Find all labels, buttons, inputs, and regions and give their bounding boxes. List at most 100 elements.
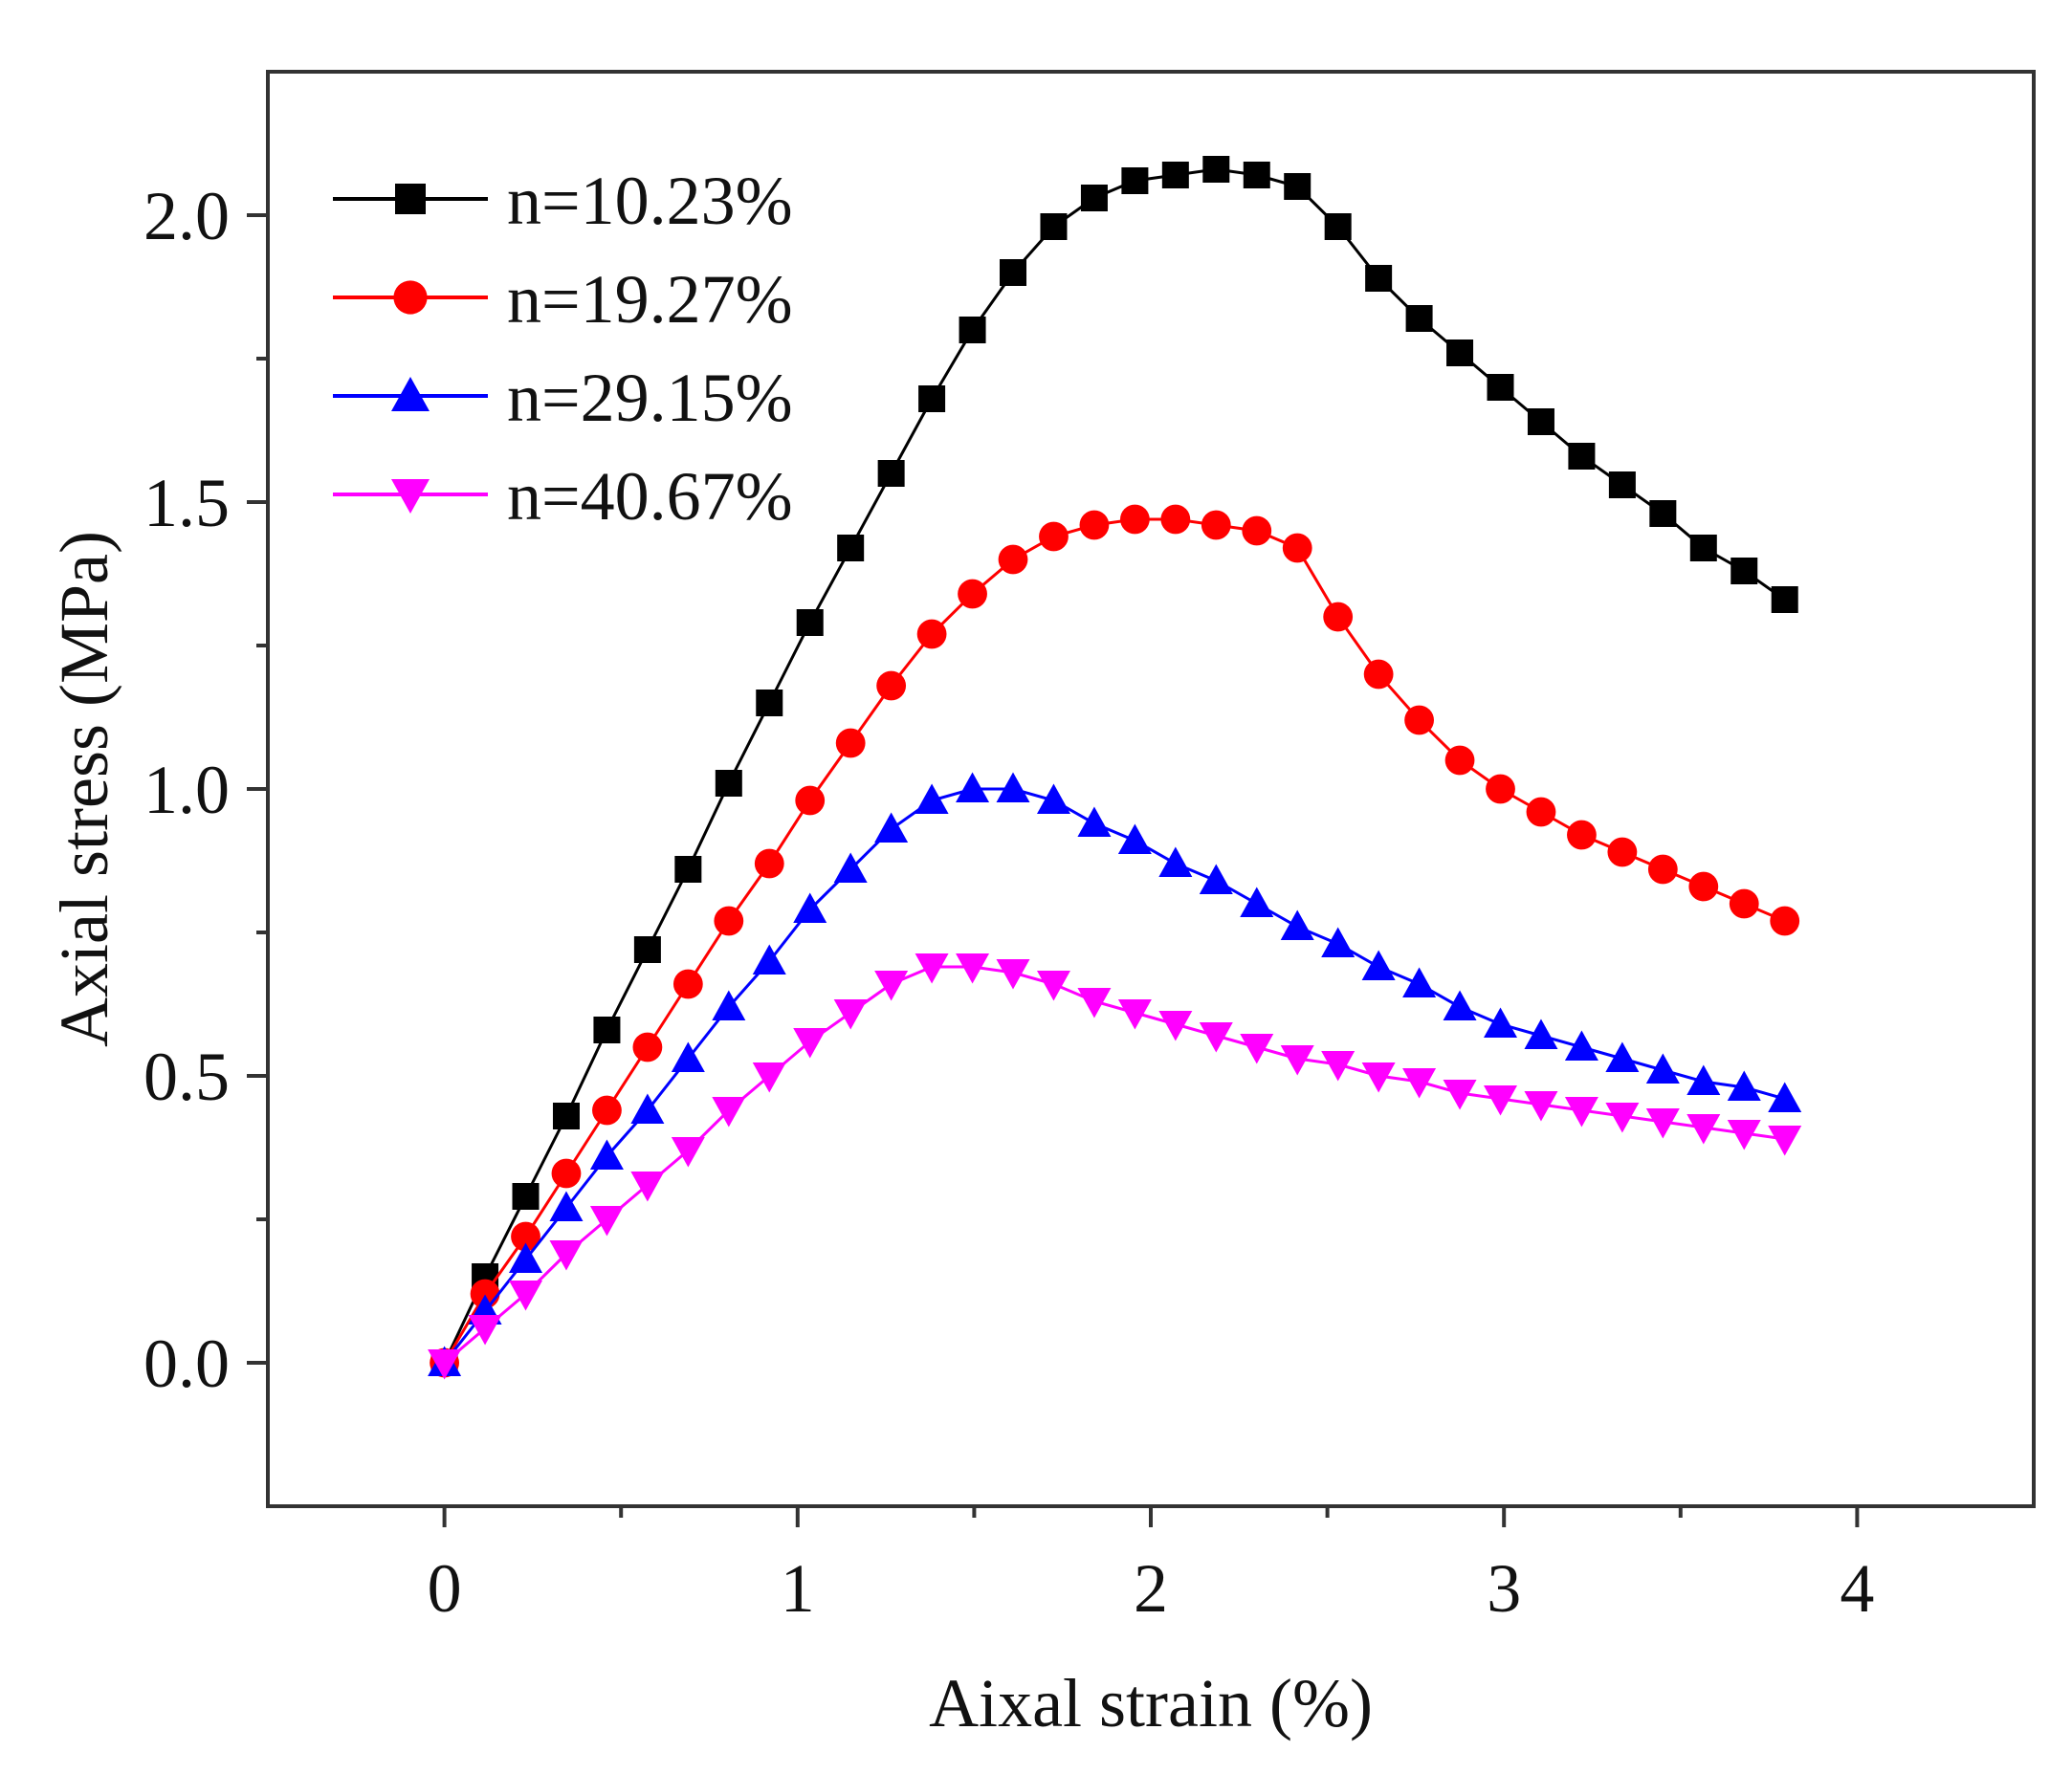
data-point-square [1121, 167, 1149, 194]
y-tick-label: 0.0 [143, 1325, 230, 1402]
data-point-circle [1770, 906, 1800, 936]
data-point-triangle-down [752, 1062, 786, 1093]
data-point-triangle-up [956, 772, 990, 802]
data-point-triangle-up [1686, 1064, 1721, 1095]
data-point-triangle-up [589, 1139, 624, 1170]
data-point-triangle-up [1361, 950, 1396, 980]
series-3 [428, 772, 1802, 1376]
data-point-triangle-down [1077, 988, 1112, 1018]
data-point-triangle-down [671, 1137, 705, 1168]
data-point-circle [393, 280, 428, 315]
data-point-triangle-up [1564, 1030, 1598, 1061]
data-point-triangle-down [1280, 1045, 1314, 1076]
data-point-circle [1567, 820, 1597, 850]
x-tick-label: 4 [1840, 1550, 1874, 1627]
data-point-triangle-down [1727, 1120, 1761, 1150]
data-point-square [715, 770, 742, 797]
data-point-circle [1079, 510, 1110, 540]
data-point-square [1284, 173, 1312, 200]
data-point-square [1161, 162, 1189, 188]
data-point-triangle-down [1402, 1068, 1437, 1099]
series-4 [428, 953, 1802, 1380]
data-point-square [552, 1103, 580, 1129]
data-point-triangle-up [1199, 864, 1233, 894]
data-point-circle [1323, 602, 1354, 632]
data-point-triangle-up [391, 377, 430, 411]
data-point-triangle-up [1321, 927, 1356, 957]
y-tick-label: 2.0 [143, 178, 230, 254]
data-point-circle [714, 906, 744, 936]
data-point-circle [1607, 837, 1638, 867]
x-tick-label: 3 [1487, 1550, 1521, 1627]
data-point-circle [916, 619, 947, 649]
series-line [443, 167, 1786, 1364]
data-point-circle [672, 969, 703, 999]
data-point-circle [795, 785, 826, 816]
data-point-circle [632, 1032, 663, 1062]
data-point-triangle-down [712, 1097, 746, 1128]
series-line [443, 965, 1785, 1365]
series-2 [430, 504, 1800, 1378]
data-point-circle [1729, 888, 1759, 919]
data-point-square [1771, 586, 1798, 613]
data-point-triangle-down [1645, 1108, 1680, 1139]
data-point-circle [1404, 705, 1434, 735]
data-point-triangle-down [1605, 1103, 1640, 1133]
data-point-triangle-down [1199, 1022, 1233, 1053]
data-point-square [877, 460, 905, 487]
data-point-circle [835, 728, 866, 758]
data-point-triangle-down [468, 1315, 502, 1346]
data-point-circle [1444, 745, 1475, 776]
data-point-square [1649, 500, 1677, 527]
data-point-square [1608, 471, 1636, 498]
data-point-circle [551, 1158, 582, 1189]
data-point-circle [1526, 797, 1556, 827]
data-point-triangle-up [1605, 1041, 1640, 1072]
data-point-circle [1201, 510, 1231, 540]
y-axis-title: Axial stress (MPa) [46, 531, 122, 1047]
data-point-square [918, 385, 946, 412]
legend-label: n=40.67% [507, 458, 793, 535]
data-point-square [756, 690, 783, 716]
data-point-triangle-up [915, 783, 949, 814]
data-point-triangle-up [752, 944, 786, 975]
data-point-square [1080, 185, 1108, 211]
data-point-square [512, 1183, 540, 1210]
data-point-circle [1160, 504, 1191, 535]
data-point-triangle-down [589, 1206, 624, 1237]
data-point-triangle-down [391, 479, 430, 514]
data-point-triangle-up [630, 1093, 665, 1124]
data-point-triangle-up [509, 1242, 543, 1273]
series-line [443, 787, 1786, 1364]
data-point-square [1243, 162, 1270, 188]
data-point-circle [1282, 533, 1312, 563]
data-point-triangle-down [549, 1240, 584, 1271]
data-point-circle [1486, 774, 1515, 804]
data-point-triangle-down [793, 1028, 827, 1059]
data-point-triangle-up [833, 852, 868, 883]
data-point-circle [876, 670, 907, 701]
series-line [443, 517, 1786, 1364]
data-point-circle [1647, 854, 1678, 885]
legend-item: n=10.23% [333, 163, 793, 239]
data-point-triangle-down [1117, 999, 1152, 1030]
data-point-triangle-up [1280, 909, 1314, 940]
data-point-triangle-up [1158, 846, 1193, 877]
data-point-square [1324, 213, 1352, 240]
data-point-circle [958, 579, 987, 609]
data-point-circle [1242, 515, 1272, 546]
data-point-triangle-down [1158, 1011, 1193, 1041]
data-point-triangle-down [1036, 971, 1070, 1001]
x-tick-label: 0 [428, 1550, 462, 1627]
data-point-triangle-up [549, 1191, 584, 1221]
data-point-triangle-down [915, 953, 949, 984]
data-series [428, 156, 1802, 1380]
data-point-triangle-down [509, 1281, 543, 1311]
data-point-square [1689, 535, 1717, 561]
x-axis-title: Aixal strain (%) [929, 1665, 1373, 1741]
y-tick-label: 0.5 [143, 1039, 230, 1115]
data-point-triangle-up [996, 772, 1030, 802]
data-point-triangle-down [1686, 1114, 1721, 1145]
